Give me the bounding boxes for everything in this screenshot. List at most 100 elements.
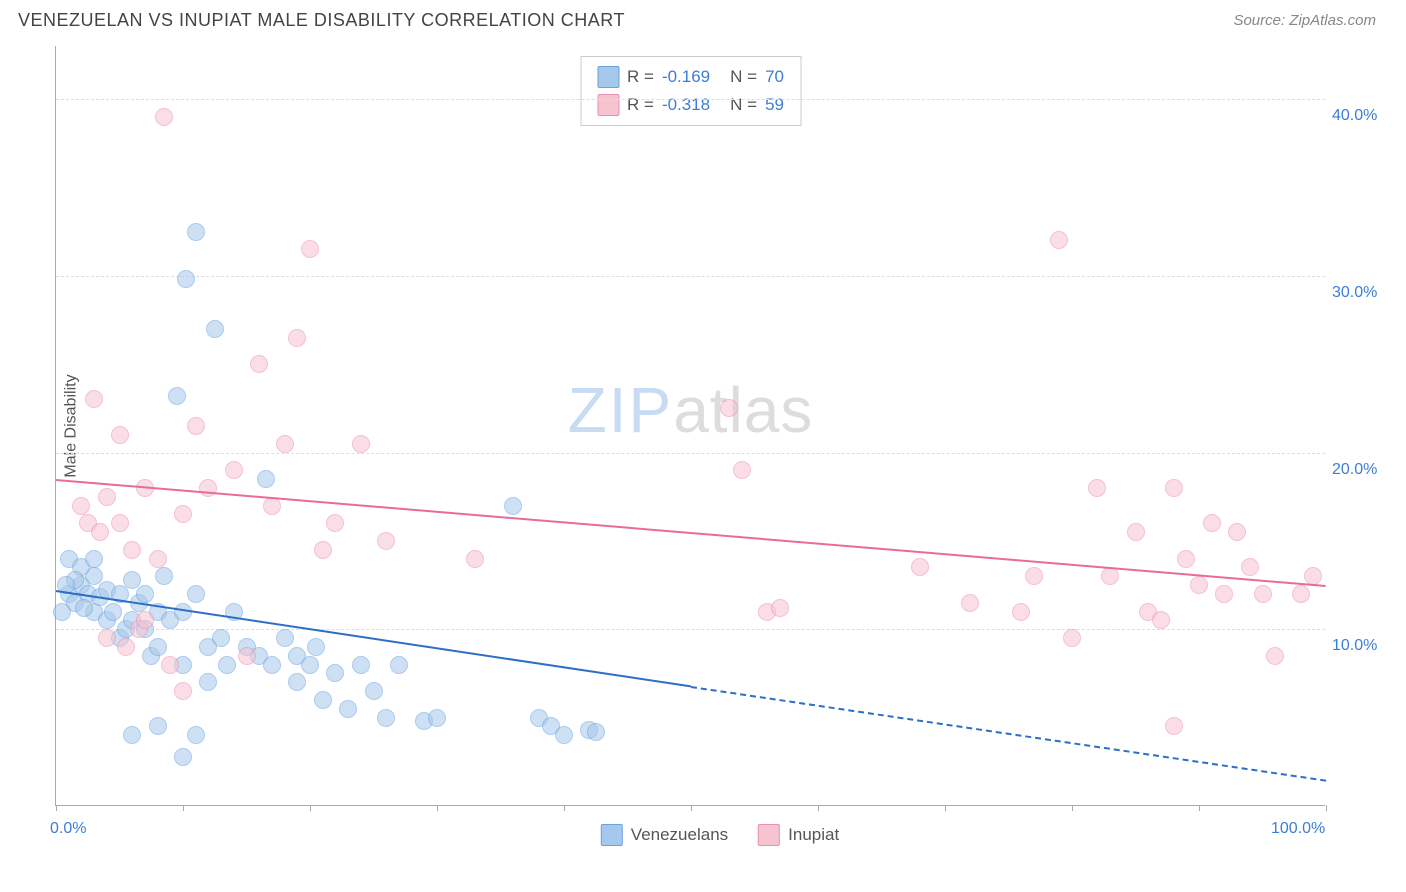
scatter-point [225, 461, 243, 479]
scatter-point [104, 603, 122, 621]
scatter-point [199, 673, 217, 691]
chart-header: VENEZUELAN VS INUPIAT MALE DISABILITY CO… [0, 0, 1406, 31]
scatter-point [212, 629, 230, 647]
stats-row-inupiat: R = -0.318 N = 59 [597, 91, 784, 119]
scatter-point [352, 656, 370, 674]
scatter-point [466, 550, 484, 568]
scatter-point [85, 550, 103, 568]
scatter-point [307, 638, 325, 656]
stat-r-value-inupiat: -0.318 [662, 91, 710, 119]
scatter-point [733, 461, 751, 479]
scatter-point [428, 709, 446, 727]
scatter-point [1177, 550, 1195, 568]
scatter-point [377, 709, 395, 727]
x-tick-mark [818, 805, 819, 811]
scatter-point [98, 488, 116, 506]
scatter-point [720, 399, 738, 417]
scatter-point [365, 682, 383, 700]
scatter-point [1292, 585, 1310, 603]
scatter-point [377, 532, 395, 550]
x-tick-mark [1326, 805, 1327, 811]
scatter-point [961, 594, 979, 612]
scatter-point [1215, 585, 1233, 603]
scatter-point [301, 240, 319, 258]
y-tick-label: 30.0% [1332, 284, 1377, 302]
scatter-point [1101, 567, 1119, 585]
legend-label-venezuelans: Venezuelans [631, 825, 728, 845]
scatter-point [149, 550, 167, 568]
x-tick-mark [945, 805, 946, 811]
x-tick-mark [1072, 805, 1073, 811]
x-tick-mark [56, 805, 57, 811]
x-tick-mark [691, 805, 692, 811]
scatter-point [276, 629, 294, 647]
chart-source: Source: ZipAtlas.com [1233, 12, 1376, 29]
scatter-point [111, 514, 129, 532]
scatter-point [111, 426, 129, 444]
scatter-point [98, 629, 116, 647]
scatter-point [136, 611, 154, 629]
scatter-point [161, 656, 179, 674]
scatter-point [1050, 231, 1068, 249]
plot-area: ZIPatlas R = -0.169 N = 70 R = -0.318 N … [55, 46, 1325, 806]
scatter-point [1127, 523, 1145, 541]
scatter-point [187, 223, 205, 241]
x-tick-mark [437, 805, 438, 811]
scatter-point [149, 638, 167, 656]
y-tick-label: 10.0% [1332, 637, 1377, 655]
scatter-point [85, 390, 103, 408]
scatter-point [123, 726, 141, 744]
stats-row-venezuelans: R = -0.169 N = 70 [597, 63, 784, 91]
scatter-point [555, 726, 573, 744]
gridline [56, 453, 1325, 454]
x-tick-mark [310, 805, 311, 811]
scatter-point [187, 417, 205, 435]
x-tick-mark [183, 805, 184, 811]
scatter-point [587, 723, 605, 741]
scatter-point [390, 656, 408, 674]
scatter-point [91, 523, 109, 541]
scatter-point [1088, 479, 1106, 497]
watermark-atlas: atlas [673, 374, 813, 446]
scatter-point [53, 603, 71, 621]
scatter-point [187, 726, 205, 744]
scatter-point [206, 320, 224, 338]
legend-swatch-venezuelans [601, 824, 623, 846]
scatter-point [301, 656, 319, 674]
scatter-point [1152, 611, 1170, 629]
scatter-point [771, 599, 789, 617]
watermark: ZIPatlas [568, 373, 814, 447]
scatter-point [911, 558, 929, 576]
scatter-point [276, 435, 294, 453]
scatter-point [72, 497, 90, 515]
stat-r-value-venezuelans: -0.169 [662, 63, 710, 91]
stat-n-value-venezuelans: 70 [765, 63, 784, 91]
chart-title: VENEZUELAN VS INUPIAT MALE DISABILITY CO… [18, 10, 625, 31]
stats-legend: R = -0.169 N = 70 R = -0.318 N = 59 [580, 56, 801, 126]
scatter-point [1012, 603, 1030, 621]
swatch-inupiat [597, 94, 619, 116]
scatter-point [149, 717, 167, 735]
scatter-point [1165, 479, 1183, 497]
gridline [56, 629, 1325, 630]
scatter-point [75, 599, 93, 617]
scatter-point [1266, 647, 1284, 665]
scatter-point [1254, 585, 1272, 603]
scatter-point [155, 567, 173, 585]
legend-swatch-inupiat [758, 824, 780, 846]
scatter-point [174, 682, 192, 700]
y-tick-label: 20.0% [1332, 461, 1377, 479]
trendline [691, 686, 1326, 782]
scatter-point [187, 585, 205, 603]
watermark-zip: ZIP [568, 374, 674, 446]
scatter-point [1063, 629, 1081, 647]
scatter-point [504, 497, 522, 515]
scatter-point [177, 270, 195, 288]
scatter-point [1165, 717, 1183, 735]
scatter-point [174, 505, 192, 523]
stat-r-label: R = [627, 91, 654, 119]
gridline [56, 276, 1325, 277]
scatter-point [1228, 523, 1246, 541]
scatter-point [326, 514, 344, 532]
x-tick-label: 0.0% [50, 820, 86, 838]
